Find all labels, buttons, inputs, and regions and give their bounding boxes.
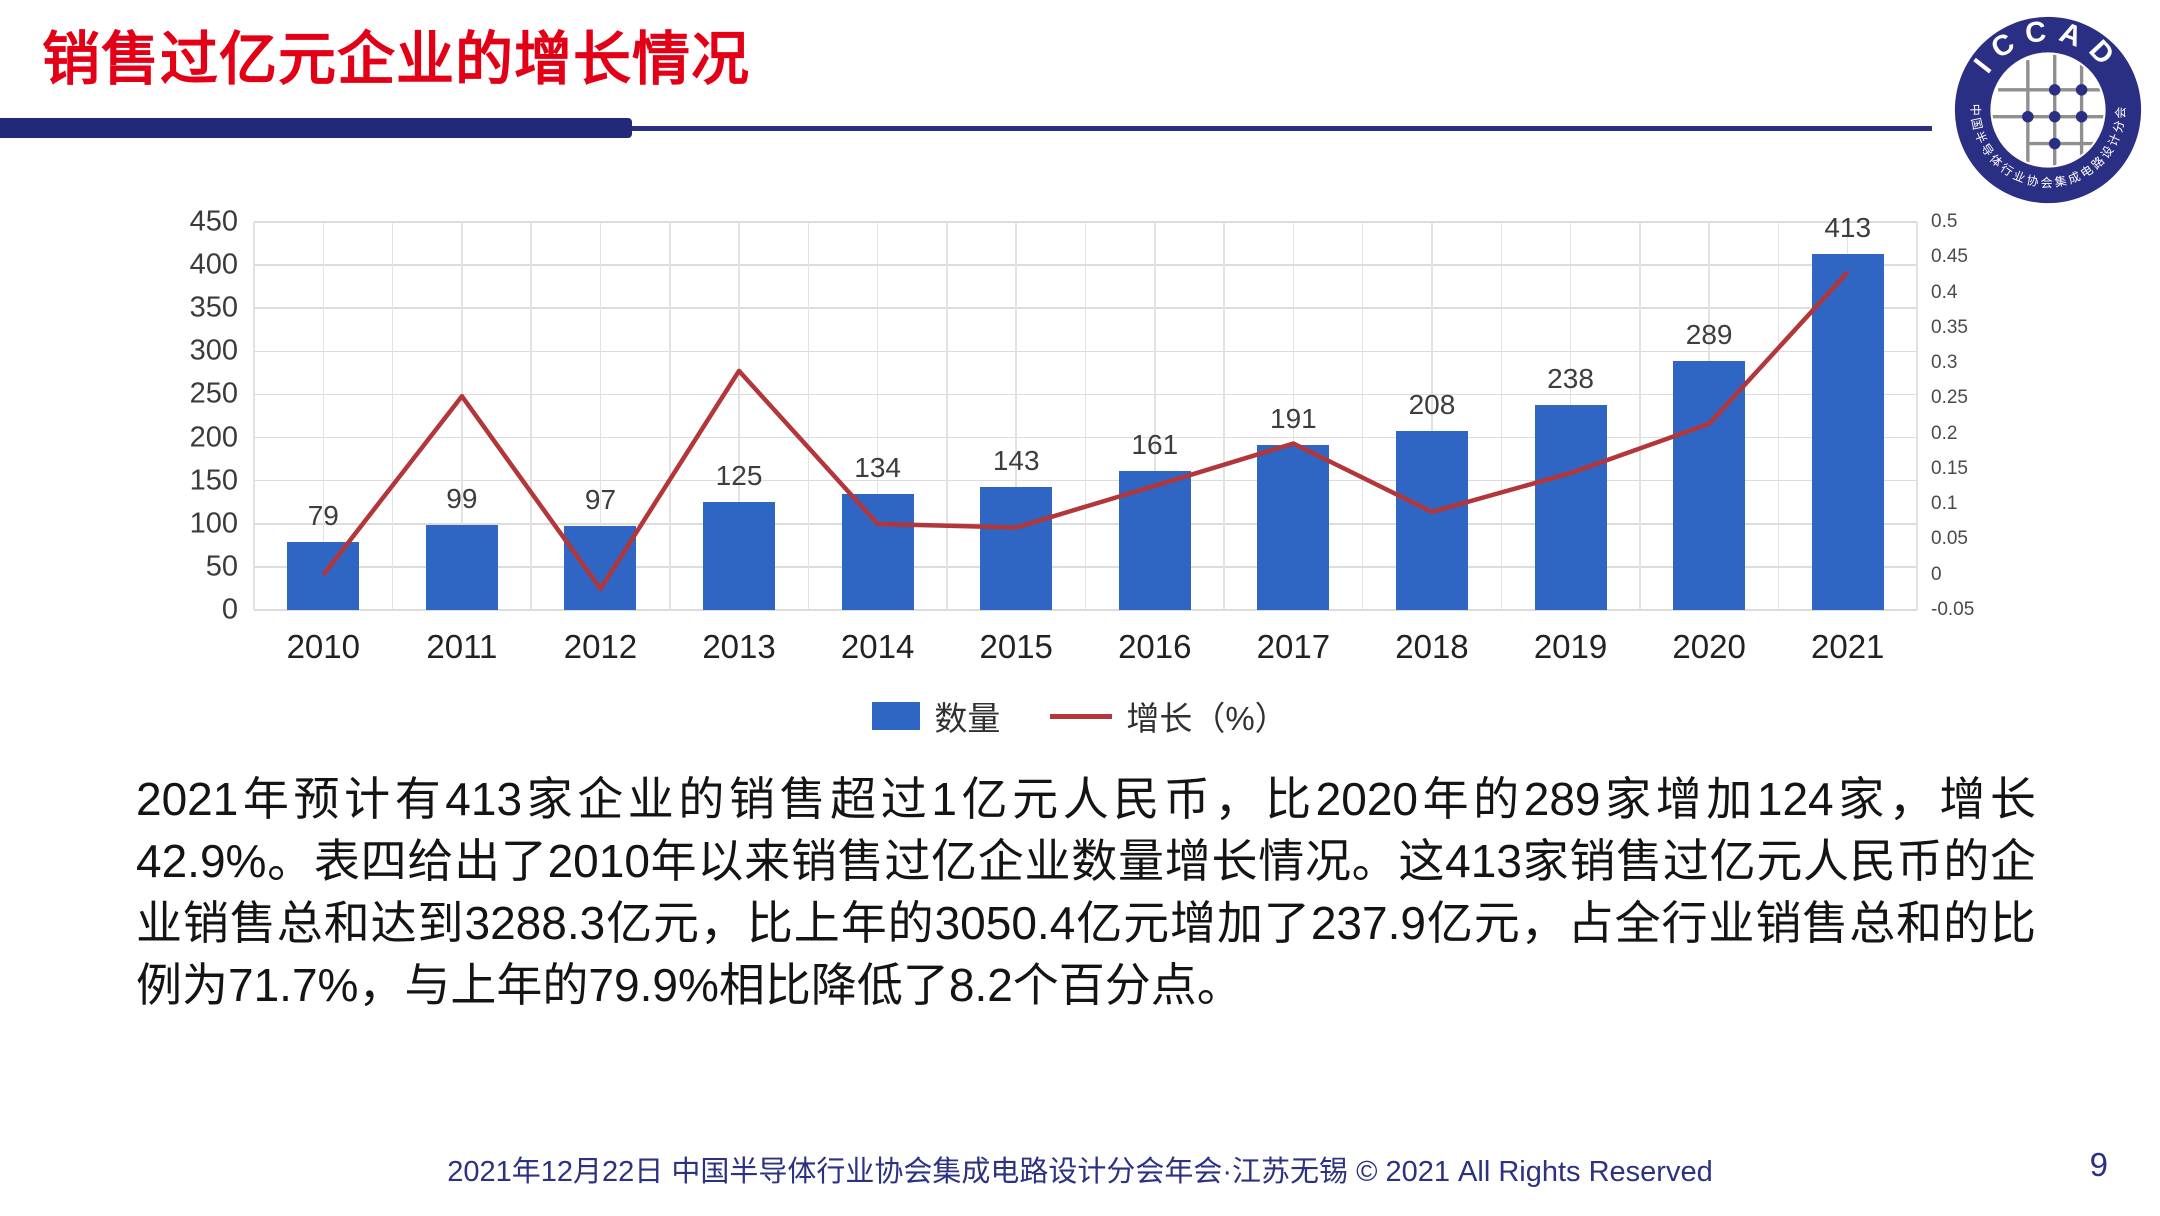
legend-bar-swatch bbox=[872, 702, 921, 730]
right-axis-tick: 0.3 bbox=[1931, 352, 1958, 374]
bar-2014 bbox=[841, 494, 914, 610]
bar-2017 bbox=[1257, 445, 1330, 610]
page-number: 9 bbox=[2089, 1146, 2108, 1183]
left-axis-tick: 350 bbox=[189, 291, 238, 324]
gridline-vertical bbox=[391, 222, 394, 610]
bar-value-label: 191 bbox=[1270, 403, 1317, 435]
right-axis-tick: 0.4 bbox=[1931, 281, 1958, 303]
gridline-vertical bbox=[322, 222, 325, 610]
chart-plot-area: 79 99 97 125 134 143 161 191 208 238 289 413 bbox=[253, 212, 1918, 611]
gridline-vertical bbox=[1639, 222, 1641, 610]
right-axis-tick: 0.35 bbox=[1931, 316, 1968, 338]
bar-2010 bbox=[287, 541, 360, 610]
x-axis-label-2019: 2019 bbox=[1533, 628, 1608, 665]
gridline-vertical bbox=[876, 222, 879, 610]
right-axis-tick: 0.1 bbox=[1931, 493, 1958, 515]
gridline-vertical bbox=[1500, 222, 1502, 610]
gridline-vertical bbox=[599, 222, 602, 610]
bar-2013 bbox=[703, 502, 776, 610]
gridline-vertical bbox=[807, 222, 810, 610]
bar-2019 bbox=[1534, 404, 1607, 610]
bar-value-label: 161 bbox=[1131, 429, 1179, 461]
left-axis-tick: 100 bbox=[189, 507, 238, 540]
footer-text: 2021年12月22日 中国半导体行业协会集成电路设计分会年会·江苏无锡 © 2… bbox=[447, 1156, 1713, 1188]
gridline-horizontal bbox=[254, 609, 1917, 611]
legend-line-swatch bbox=[1050, 713, 1113, 719]
gridline-vertical bbox=[946, 222, 948, 610]
gridline-vertical bbox=[461, 222, 463, 610]
bar-value-label: 143 bbox=[992, 444, 1040, 476]
growth-line bbox=[321, 270, 1850, 592]
right-axis-tick: 0.25 bbox=[1931, 387, 1968, 409]
bar-value-label: 97 bbox=[584, 484, 617, 516]
gridline-vertical bbox=[1916, 222, 1918, 610]
gridline-vertical bbox=[669, 222, 671, 610]
x-axis-label-2021: 2021 bbox=[1810, 628, 1885, 665]
left-axis-tick: 200 bbox=[189, 421, 238, 454]
header-rule-thin bbox=[0, 126, 1932, 131]
right-axis-tick: -0.05 bbox=[1931, 599, 1975, 620]
gridline-vertical bbox=[530, 222, 532, 610]
x-axis-label-2010: 2010 bbox=[286, 628, 360, 665]
right-axis-tick: 0.15 bbox=[1931, 457, 1968, 479]
bar-value-label: 208 bbox=[1408, 388, 1456, 420]
iccad-logo: ICCAD 中国半导体行业协会集成电路设计分会 bbox=[1954, 15, 2142, 204]
bar-2021 bbox=[1811, 253, 1884, 610]
logo-inner-circle bbox=[1990, 52, 2106, 168]
left-axis-tick: 250 bbox=[189, 377, 238, 410]
bar-value-label: 413 bbox=[1824, 211, 1872, 243]
right-axis-tick: 0.45 bbox=[1931, 246, 1968, 268]
gridline-vertical bbox=[1154, 222, 1156, 610]
bar-value-label: 99 bbox=[446, 482, 478, 514]
bar-2020 bbox=[1673, 360, 1746, 610]
left-axis-tick: 450 bbox=[189, 205, 238, 238]
right-axis-tick: 0.05 bbox=[1931, 528, 1968, 550]
chart-legend: 数量 增长（%） bbox=[0, 692, 2160, 740]
bar-2011 bbox=[425, 524, 498, 610]
gridline-vertical bbox=[1361, 222, 1364, 610]
gridline-vertical bbox=[1292, 222, 1295, 610]
gridline-vertical bbox=[1431, 222, 1433, 610]
legend-label-growth: 增长（%） bbox=[1126, 700, 1288, 737]
x-axis-label-2020: 2020 bbox=[1672, 628, 1746, 665]
bar-2012 bbox=[564, 526, 637, 610]
header-rule-thick bbox=[0, 118, 632, 138]
gridline-vertical bbox=[1777, 222, 1780, 610]
x-axis-label-2015: 2015 bbox=[979, 628, 1053, 665]
gridline-vertical bbox=[1084, 222, 1087, 610]
left-axis-tick: 0 bbox=[221, 593, 238, 626]
x-axis-label-2014: 2014 bbox=[840, 628, 915, 665]
right-axis-tick: 0 bbox=[1931, 563, 1942, 585]
x-axis-label-2011: 2011 bbox=[426, 628, 498, 665]
bar-value-label: 238 bbox=[1547, 362, 1594, 394]
x-axis-label-2013: 2013 bbox=[702, 628, 776, 665]
logo-circuit-dots bbox=[2022, 84, 2088, 150]
gridline-vertical bbox=[253, 222, 255, 610]
x-axis-label-2018: 2018 bbox=[1395, 628, 1469, 665]
legend-label-quantity: 数量 bbox=[934, 700, 1001, 737]
gridline-vertical bbox=[1223, 222, 1225, 610]
x-axis-label-2017: 2017 bbox=[1256, 628, 1331, 665]
left-axis-tick: 50 bbox=[205, 550, 238, 583]
bar-2015 bbox=[980, 486, 1053, 610]
body-paragraph: 2021年预计有413家企业的销售超过1亿元人民币，比2020年的289家增加1… bbox=[136, 773, 2036, 1011]
gridline-vertical bbox=[738, 222, 740, 610]
bar-2018 bbox=[1395, 430, 1468, 610]
bar-value-label: 134 bbox=[854, 452, 901, 484]
x-axis-label-2012: 2012 bbox=[563, 628, 638, 665]
left-axis-tick: 150 bbox=[189, 464, 238, 497]
left-axis-tick: 300 bbox=[189, 334, 238, 367]
x-axis-label-2016: 2016 bbox=[1118, 628, 1192, 665]
bar-value-label: 289 bbox=[1685, 318, 1733, 350]
page-title: 销售过亿元企业的增长情况 bbox=[42, 27, 751, 92]
growth-line-layer bbox=[321, 270, 1850, 592]
bar-value-label: 125 bbox=[715, 460, 763, 492]
right-axis-tick: 0.2 bbox=[1931, 422, 1958, 444]
left-axis-tick: 400 bbox=[189, 248, 238, 281]
bar-value-label: 79 bbox=[307, 499, 339, 531]
right-axis-tick: 0.5 bbox=[1931, 211, 1958, 232]
gridline-vertical bbox=[1015, 222, 1017, 610]
